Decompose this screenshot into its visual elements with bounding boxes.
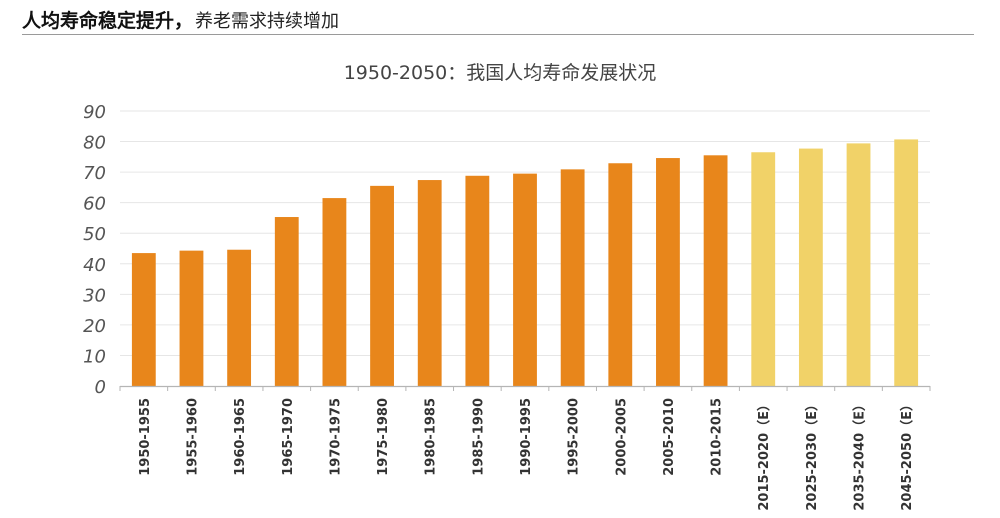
x-tick-label: 2010-2015	[710, 398, 725, 476]
y-tick-label: 40	[83, 255, 106, 276]
x-tick-label: 1960-1965	[233, 398, 248, 476]
bar-series	[131, 139, 919, 386]
x-tick-label: 1950-1955	[138, 398, 153, 476]
bar	[370, 185, 394, 386]
y-tick-label: 0	[95, 377, 106, 398]
y-tick-label: 80	[83, 133, 106, 154]
headline-bold: 人均寿命稳定提升，	[22, 10, 194, 32]
bar	[417, 180, 442, 386]
bar	[131, 253, 156, 386]
y-axis-ticks: 0 10 20 30 40 50 60 70 80 90	[83, 102, 106, 398]
bar	[322, 198, 347, 386]
bar	[751, 152, 776, 386]
bar	[513, 173, 537, 386]
x-tick-label: 1990-1995	[519, 398, 534, 476]
bar	[703, 155, 728, 386]
x-tick-label: 2035-2040（E）	[852, 398, 868, 511]
bar	[608, 163, 633, 386]
bar	[656, 158, 680, 386]
y-tick-label: 70	[83, 163, 106, 184]
bar	[894, 139, 919, 386]
x-tick-label: 2015-2020（E）	[756, 398, 772, 511]
y-tick-label: 60	[83, 194, 106, 215]
y-tick-label: 30	[83, 285, 106, 306]
bar	[465, 175, 490, 386]
x-tick-label: 1980-1985	[424, 398, 439, 476]
header-bar: 人均寿命稳定提升， 养老需求持续增加	[22, 2, 974, 35]
x-tick-label: 1975-1980	[376, 398, 391, 476]
x-axis-ticks: 1950-1955 1955-1960 1960-1965 1965-1970 1970…	[138, 398, 915, 511]
bar	[227, 249, 252, 386]
x-tick-label: 1985-1990	[471, 398, 486, 476]
x-tick-label: 2005-2010	[662, 398, 677, 476]
chart-title: 1950-2050：我国人均寿命发展状况	[344, 62, 657, 84]
y-tick-label: 50	[83, 224, 106, 245]
x-tick-label: 2000-2005	[614, 398, 629, 476]
bar	[846, 143, 871, 386]
x-tick-label: 1955-1960	[185, 398, 200, 476]
x-tick-label: 1995-2000	[567, 398, 582, 476]
bar	[274, 217, 299, 386]
bar	[798, 148, 823, 386]
x-tick-label: 2025-2030（E）	[804, 398, 820, 511]
x-tick-label: 2045-2050（E）	[899, 398, 915, 511]
y-tick-label: 10	[83, 346, 106, 367]
y-tick-label: 20	[83, 316, 106, 337]
x-tick-label: 1965-1970	[281, 398, 296, 476]
y-tick-label: 90	[83, 102, 106, 123]
x-tick-label: 1970-1975	[328, 398, 343, 476]
bar	[179, 250, 204, 386]
headline-rest: 养老需求持续增加	[195, 11, 339, 32]
bar	[560, 169, 585, 386]
axes	[119, 385, 931, 391]
